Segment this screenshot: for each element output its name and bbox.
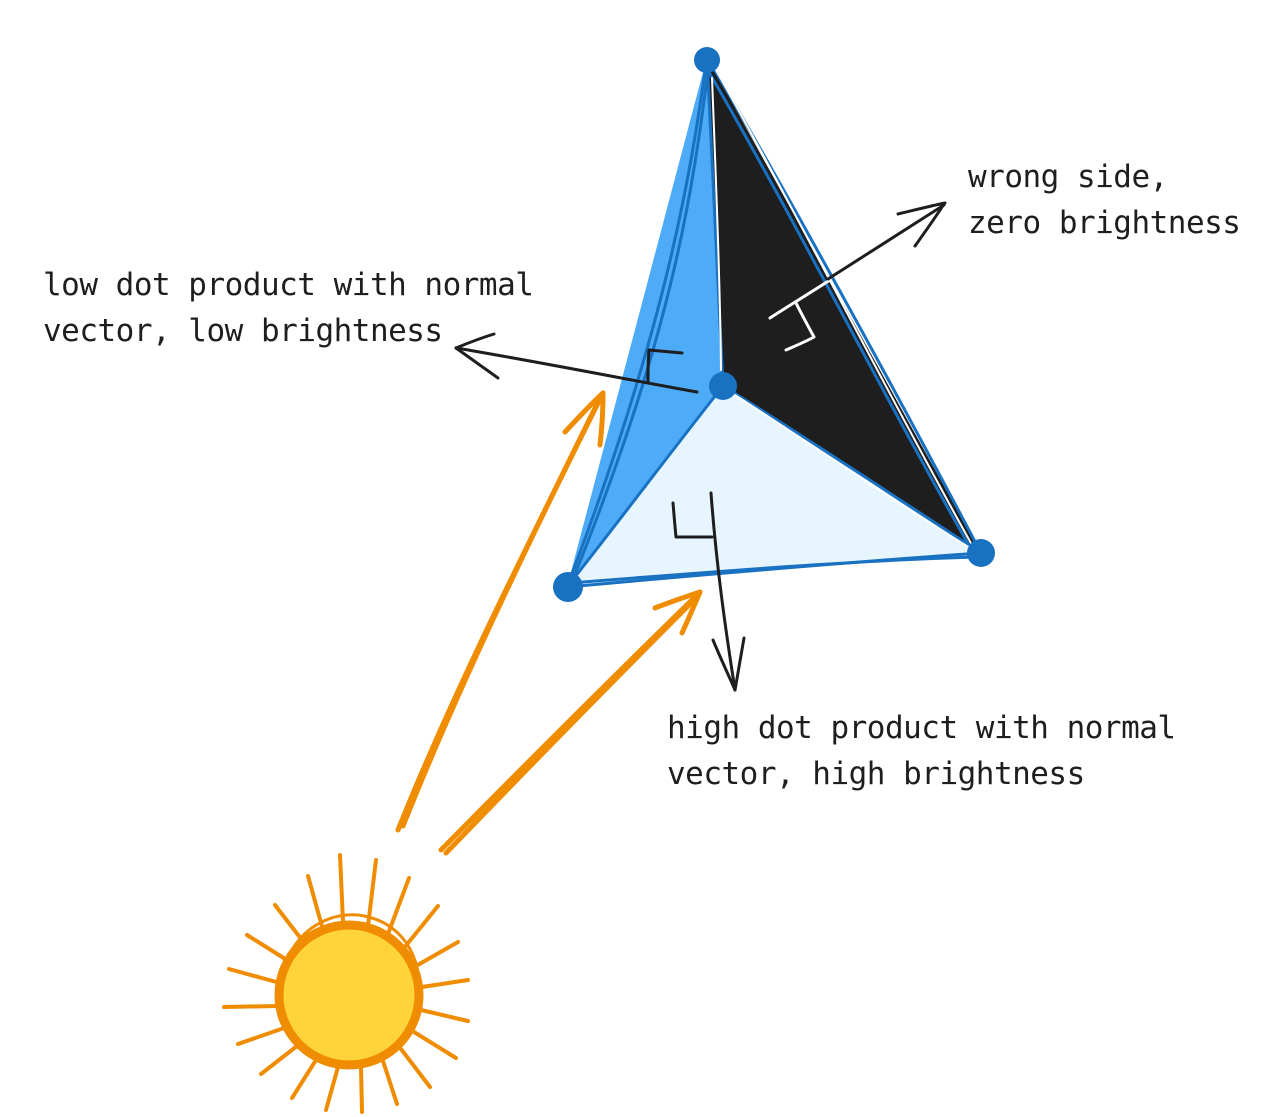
high-dot-product-label-line-1: high dot product with normal <box>667 710 1176 746</box>
wrong-side-label: wrong side, zero brightness <box>968 154 1241 246</box>
vertex-right <box>967 539 995 567</box>
normal-vectors <box>454 201 947 692</box>
high-dot-product-label: high dot product with normal vector, hig… <box>667 705 1176 797</box>
dark-face-highlights <box>711 69 973 549</box>
wrong-side-label-line-1: wrong side, <box>968 159 1168 195</box>
right-angle-marker-dark <box>784 301 816 352</box>
sun-disc-outline <box>279 913 421 1066</box>
vertex-left <box>553 572 583 602</box>
right-angle-marker-left <box>646 348 684 384</box>
sun-rays <box>222 853 470 1114</box>
bottom-face <box>567 386 981 587</box>
tetrahedron <box>553 47 995 602</box>
bottom-face-normal-arrow <box>671 491 746 692</box>
high-dot-product-label-line-2: vector, high brightness <box>667 756 1085 792</box>
light-ray-upper-arrow <box>395 390 606 833</box>
vertices <box>553 47 995 602</box>
sun-icon <box>222 853 470 1114</box>
low-dot-product-label-line-2: vector, low brightness <box>43 313 443 349</box>
left-face-normal-arrow <box>454 332 699 394</box>
low-dot-product-label: low dot product with normal vector, low … <box>43 262 534 354</box>
light-rays <box>395 390 703 856</box>
wrong-side-label-line-2: zero brightness <box>968 205 1241 241</box>
low-dot-product-label-line-1: low dot product with normal <box>43 267 534 303</box>
dark-face <box>707 57 981 553</box>
light-ray-lower-arrow <box>438 589 703 856</box>
dark-face-normal-arrow <box>768 201 947 352</box>
vertex-top <box>694 47 720 73</box>
right-angle-marker-bottom <box>671 501 714 539</box>
vertex-center <box>709 372 737 400</box>
